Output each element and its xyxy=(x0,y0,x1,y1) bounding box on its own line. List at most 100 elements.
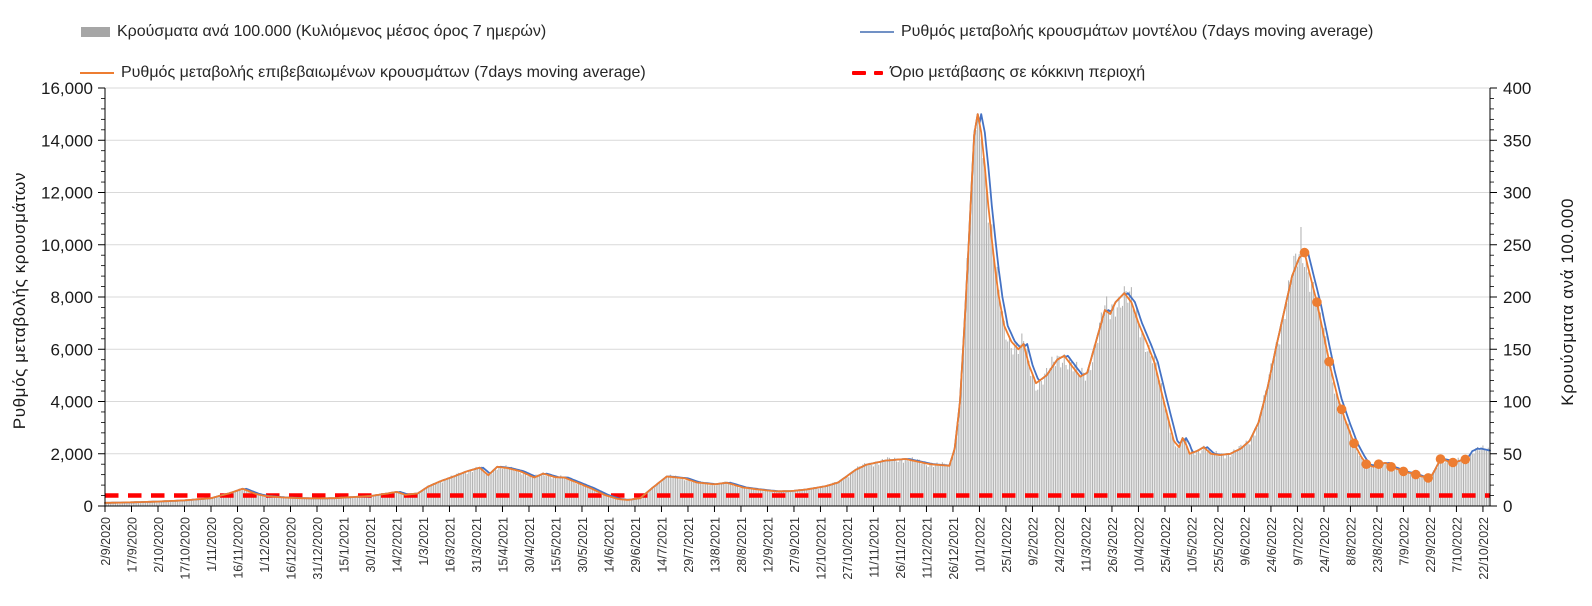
right-axis-tick-label: 0 xyxy=(1503,497,1512,516)
legend-item-red-threshold: Όριο μετάβασης σε κόκκινη περιοχή xyxy=(852,64,1145,82)
x-axis-date-label: 9/6/2022 xyxy=(1238,517,1252,566)
x-axis-date-label: 16/3/2021 xyxy=(443,517,457,573)
right-axis-tick-label: 100 xyxy=(1503,393,1531,412)
x-axis-date-label: 17/10/2020 xyxy=(178,517,192,580)
confirmed-markers xyxy=(1299,247,1471,483)
legend-label-confirmed-rate: Ρυθμός μεταβολής επιβεβαιωμένων κρουσμάτ… xyxy=(121,64,646,81)
x-axis-date-label: 14/6/2021 xyxy=(602,517,616,573)
x-axis-date-label: 25/4/2022 xyxy=(1159,517,1173,573)
x-axis-date-label: 1/12/2020 xyxy=(258,517,272,573)
x-axis-date-label: 14/7/2021 xyxy=(655,517,669,573)
x-axis-date-label: 15/4/2021 xyxy=(496,517,510,573)
x-axis-date-label: 16/12/2020 xyxy=(284,517,298,580)
confirmed-marker-dot xyxy=(1435,454,1446,464)
confirmed-marker-dot xyxy=(1411,469,1421,480)
legend-item-cases-per-100k: Κρούσματα ανά 100.000 (Κυλιόμενος μέσος … xyxy=(81,23,546,41)
confirmed-marker-dot xyxy=(1386,462,1396,472)
confirmed-marker-dot xyxy=(1361,459,1372,470)
x-axis-date-label: 11/3/2022 xyxy=(1079,517,1093,572)
x-axis-date-label: 12/10/2021 xyxy=(814,517,828,580)
confirmed-marker-dot xyxy=(1423,473,1433,483)
model-line xyxy=(104,113,1491,504)
x-axis-date-label: 1/11/2020 xyxy=(205,517,219,572)
x-axis-date-label: 10/5/2022 xyxy=(1185,517,1199,573)
x-axis-date-label: 24/2/2022 xyxy=(1053,517,1067,573)
right-axis-tick-label: 400 xyxy=(1503,79,1531,98)
confirmed-marker-dot xyxy=(1349,438,1359,449)
right-axis-tick-label: 350 xyxy=(1503,131,1531,150)
left-axis-tick-label: 14,000 xyxy=(41,131,93,150)
x-axis-date-label: 27/9/2021 xyxy=(788,517,802,573)
right-axis-tick-label: 200 xyxy=(1503,288,1531,307)
x-axis-date-label: 10/1/2022 xyxy=(973,517,987,573)
left-axis-tick-label: 8,000 xyxy=(50,288,93,307)
legend-item-confirmed-rate: Ρυθμός μεταβολής επιβεβαιωμένων κρουσμάτ… xyxy=(80,64,646,82)
x-axis-date-label: 13/8/2021 xyxy=(708,517,722,573)
legend-item-model-rate: Ρυθμός μεταβολής κρουσμάτων μοντέλου (7d… xyxy=(860,23,1373,41)
blue-line-swatch-icon xyxy=(860,30,894,34)
red-dash-swatch-icon xyxy=(852,70,883,76)
x-axis-date-label: 12/9/2021 xyxy=(761,517,775,573)
x-axis-date-label: 31/3/2021 xyxy=(470,517,484,573)
right-axis-tick-label: 150 xyxy=(1503,340,1531,359)
x-axis-date-label: 9/2/2022 xyxy=(1026,517,1040,566)
x-axis-date-label: 2/10/2020 xyxy=(152,517,166,573)
x-axis-date-label: 2/9/2020 xyxy=(99,517,113,566)
x-axis-date-label: 9/7/2022 xyxy=(1291,517,1305,566)
bars-series xyxy=(104,116,1491,506)
x-axis-date-label: 22/10/2022 xyxy=(1477,517,1491,580)
x-axis-date-label: 7/10/2022 xyxy=(1450,517,1464,573)
legend-label-red-threshold: Όριο μετάβασης σε κόκκινη περιοχή xyxy=(890,64,1146,81)
x-axis-date-label: 22/9/2022 xyxy=(1424,517,1438,573)
x-axis-date-label: 24/6/2022 xyxy=(1265,517,1279,573)
x-axis-date-label: 17/9/2020 xyxy=(125,517,139,573)
x-axis-date-label: 15/5/2021 xyxy=(549,517,563,573)
left-axis-tick-label: 6,000 xyxy=(50,340,93,359)
confirmed-marker-dot xyxy=(1448,457,1458,468)
confirmed-marker-dot xyxy=(1373,459,1384,470)
x-axis-date-label: 14/2/2021 xyxy=(390,517,404,573)
bar-swatch-icon xyxy=(81,27,110,37)
x-axis-date-label: 30/5/2021 xyxy=(576,517,590,573)
confirmed-marker-dot xyxy=(1324,356,1334,367)
x-axis-date-label: 29/6/2021 xyxy=(629,517,643,573)
x-axis-date-label: 15/1/2021 xyxy=(337,517,351,573)
x-axis-date-label: 25/5/2022 xyxy=(1212,517,1226,573)
confirmed-line xyxy=(104,113,1468,504)
x-axis-date-label: 28/8/2021 xyxy=(735,517,749,573)
x-axis-date-label: 30/4/2021 xyxy=(523,517,537,573)
x-axis-date-label: 31/12/2020 xyxy=(311,517,325,580)
x-axis-date-label: 23/8/2022 xyxy=(1371,517,1385,573)
left-axis-tick-label: 0 xyxy=(84,497,93,516)
x-axis-date-label: 26/3/2022 xyxy=(1106,517,1120,573)
left-axis-tick-label: 2,000 xyxy=(50,445,93,464)
x-axis-date-label: 10/4/2022 xyxy=(1132,517,1146,573)
x-axis-date-label: 26/12/2021 xyxy=(947,517,961,580)
x-axis-date-label: 1/3/2021 xyxy=(417,517,431,566)
left-axis-tick-label: 4,000 xyxy=(50,393,93,412)
x-axis-date-label: 8/8/2022 xyxy=(1344,517,1358,566)
x-axis-date-label: 26/11/2021 xyxy=(894,517,908,579)
legend-label-cases-per-100k: Κρούσματα ανά 100.000 (Κυλιόμενος μέσος … xyxy=(117,23,547,40)
x-axis-date-label: 16/11/2020 xyxy=(231,517,245,579)
right-axis-tick-label: 250 xyxy=(1503,236,1531,255)
legend-label-model-rate: Ρυθμός μεταβολής κρουσμάτων μοντέλου (7d… xyxy=(901,23,1374,40)
confirmed-marker-dot xyxy=(1336,404,1347,415)
x-axis-date-label: 7/9/2022 xyxy=(1397,517,1411,566)
left-axis-tick-label: 10,000 xyxy=(41,236,93,255)
orange-line-swatch-icon xyxy=(80,71,114,75)
x-axis-date-label: 30/1/2021 xyxy=(364,517,378,573)
x-axis-date-label: 29/7/2021 xyxy=(682,517,696,573)
x-axis-date-label: 11/11/2021 xyxy=(867,517,881,578)
right-axis-tick-label: 50 xyxy=(1503,445,1522,464)
confirmed-marker-dot xyxy=(1312,297,1322,308)
x-axis-date-label: 11/12/2021 xyxy=(920,517,934,579)
left-axis-tick-label: 16,000 xyxy=(41,79,93,98)
confirmed-marker-dot xyxy=(1460,454,1471,465)
x-axis-date-label: 25/1/2022 xyxy=(1000,517,1014,573)
left-axis-tick-label: 12,000 xyxy=(41,184,93,203)
x-axis-date-label: 27/10/2021 xyxy=(841,517,855,580)
right-axis-tick-label: 300 xyxy=(1503,184,1531,203)
